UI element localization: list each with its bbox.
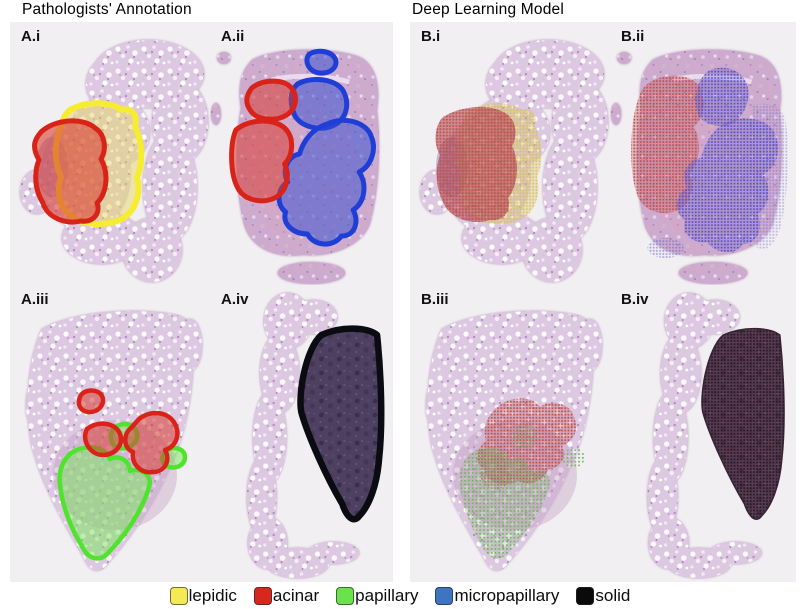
histology-slide-a-iv (246, 293, 385, 578)
legend-item-papillary: papillary (336, 586, 418, 606)
panel-label: B.i (421, 28, 441, 45)
histology-slide-a-ii (210, 48, 380, 284)
tissue-section (246, 293, 360, 578)
legend-item-solid: solid (576, 586, 630, 606)
panel-a-iv: A.iv (210, 285, 393, 582)
annotation-panel-group: A.i (10, 22, 393, 582)
micropapillary-prediction-mesh (647, 67, 788, 258)
acinar-swatch-icon (253, 587, 272, 605)
histology-slide-a-i (20, 40, 208, 282)
panel-label: A.iv (221, 291, 249, 308)
model-panel-group: B.i (410, 22, 796, 582)
papillary-swatch-icon (336, 587, 355, 605)
legend-label: lepidic (188, 586, 237, 605)
legend-item-acinar: acinar (253, 586, 320, 606)
legend-label: micropapillary (454, 586, 560, 605)
lepidic-swatch-icon (169, 587, 188, 605)
legend-label: papillary (355, 586, 419, 605)
panel-label: A.ii (221, 28, 245, 45)
panel-a-ii: A.ii (210, 22, 393, 285)
legend-item-micropapillary: micropapillary (435, 586, 559, 606)
histology-slide-b-i (420, 40, 608, 282)
tissue-section (647, 293, 762, 578)
panel-label: A.iii (21, 291, 49, 308)
solid-prediction-mesh (701, 328, 785, 520)
panel-b-iv: B.iv (610, 285, 796, 582)
solid-swatch-icon (576, 587, 595, 605)
acinar-annotation-outlines (229, 78, 298, 204)
histology-slide-b-iii (426, 311, 602, 571)
panel-b-ii: B.ii (610, 22, 796, 285)
panel-label: B.iv (621, 291, 649, 308)
panel-b-i: B.i (410, 22, 610, 285)
panel-a-i: A.i (10, 22, 210, 285)
papillary-prediction-mesh (459, 424, 585, 559)
micropapillary-swatch-icon (435, 587, 454, 605)
header-deep-learning-model: Deep Learning Model (412, 1, 565, 18)
histology-slide-a-iii (26, 311, 202, 571)
header-pathologists-annotation: Pathologists' Annotation (22, 1, 192, 18)
acinar-annotation-outlines (76, 388, 180, 475)
legend: lepidic acinar papillary micropapillary … (0, 583, 800, 609)
tissue-cleft (271, 73, 350, 85)
panel-label: B.ii (621, 28, 645, 45)
legend-item-lepidic: lepidic (169, 586, 237, 606)
solid-annotation-outline (297, 325, 385, 523)
panel-b-iii: B.iii (410, 285, 610, 582)
panel-label: A.i (21, 28, 41, 45)
acinar-prediction-mesh (435, 107, 517, 223)
histology-slide-b-ii (611, 49, 788, 284)
acinar-annotation-outline (32, 118, 109, 225)
panel-label: B.iii (421, 291, 449, 308)
histology-slide-b-iv (647, 293, 785, 578)
panel-a-iii: A.iii (10, 285, 210, 582)
legend-label: acinar (272, 586, 320, 605)
legend-label: solid (595, 586, 631, 605)
